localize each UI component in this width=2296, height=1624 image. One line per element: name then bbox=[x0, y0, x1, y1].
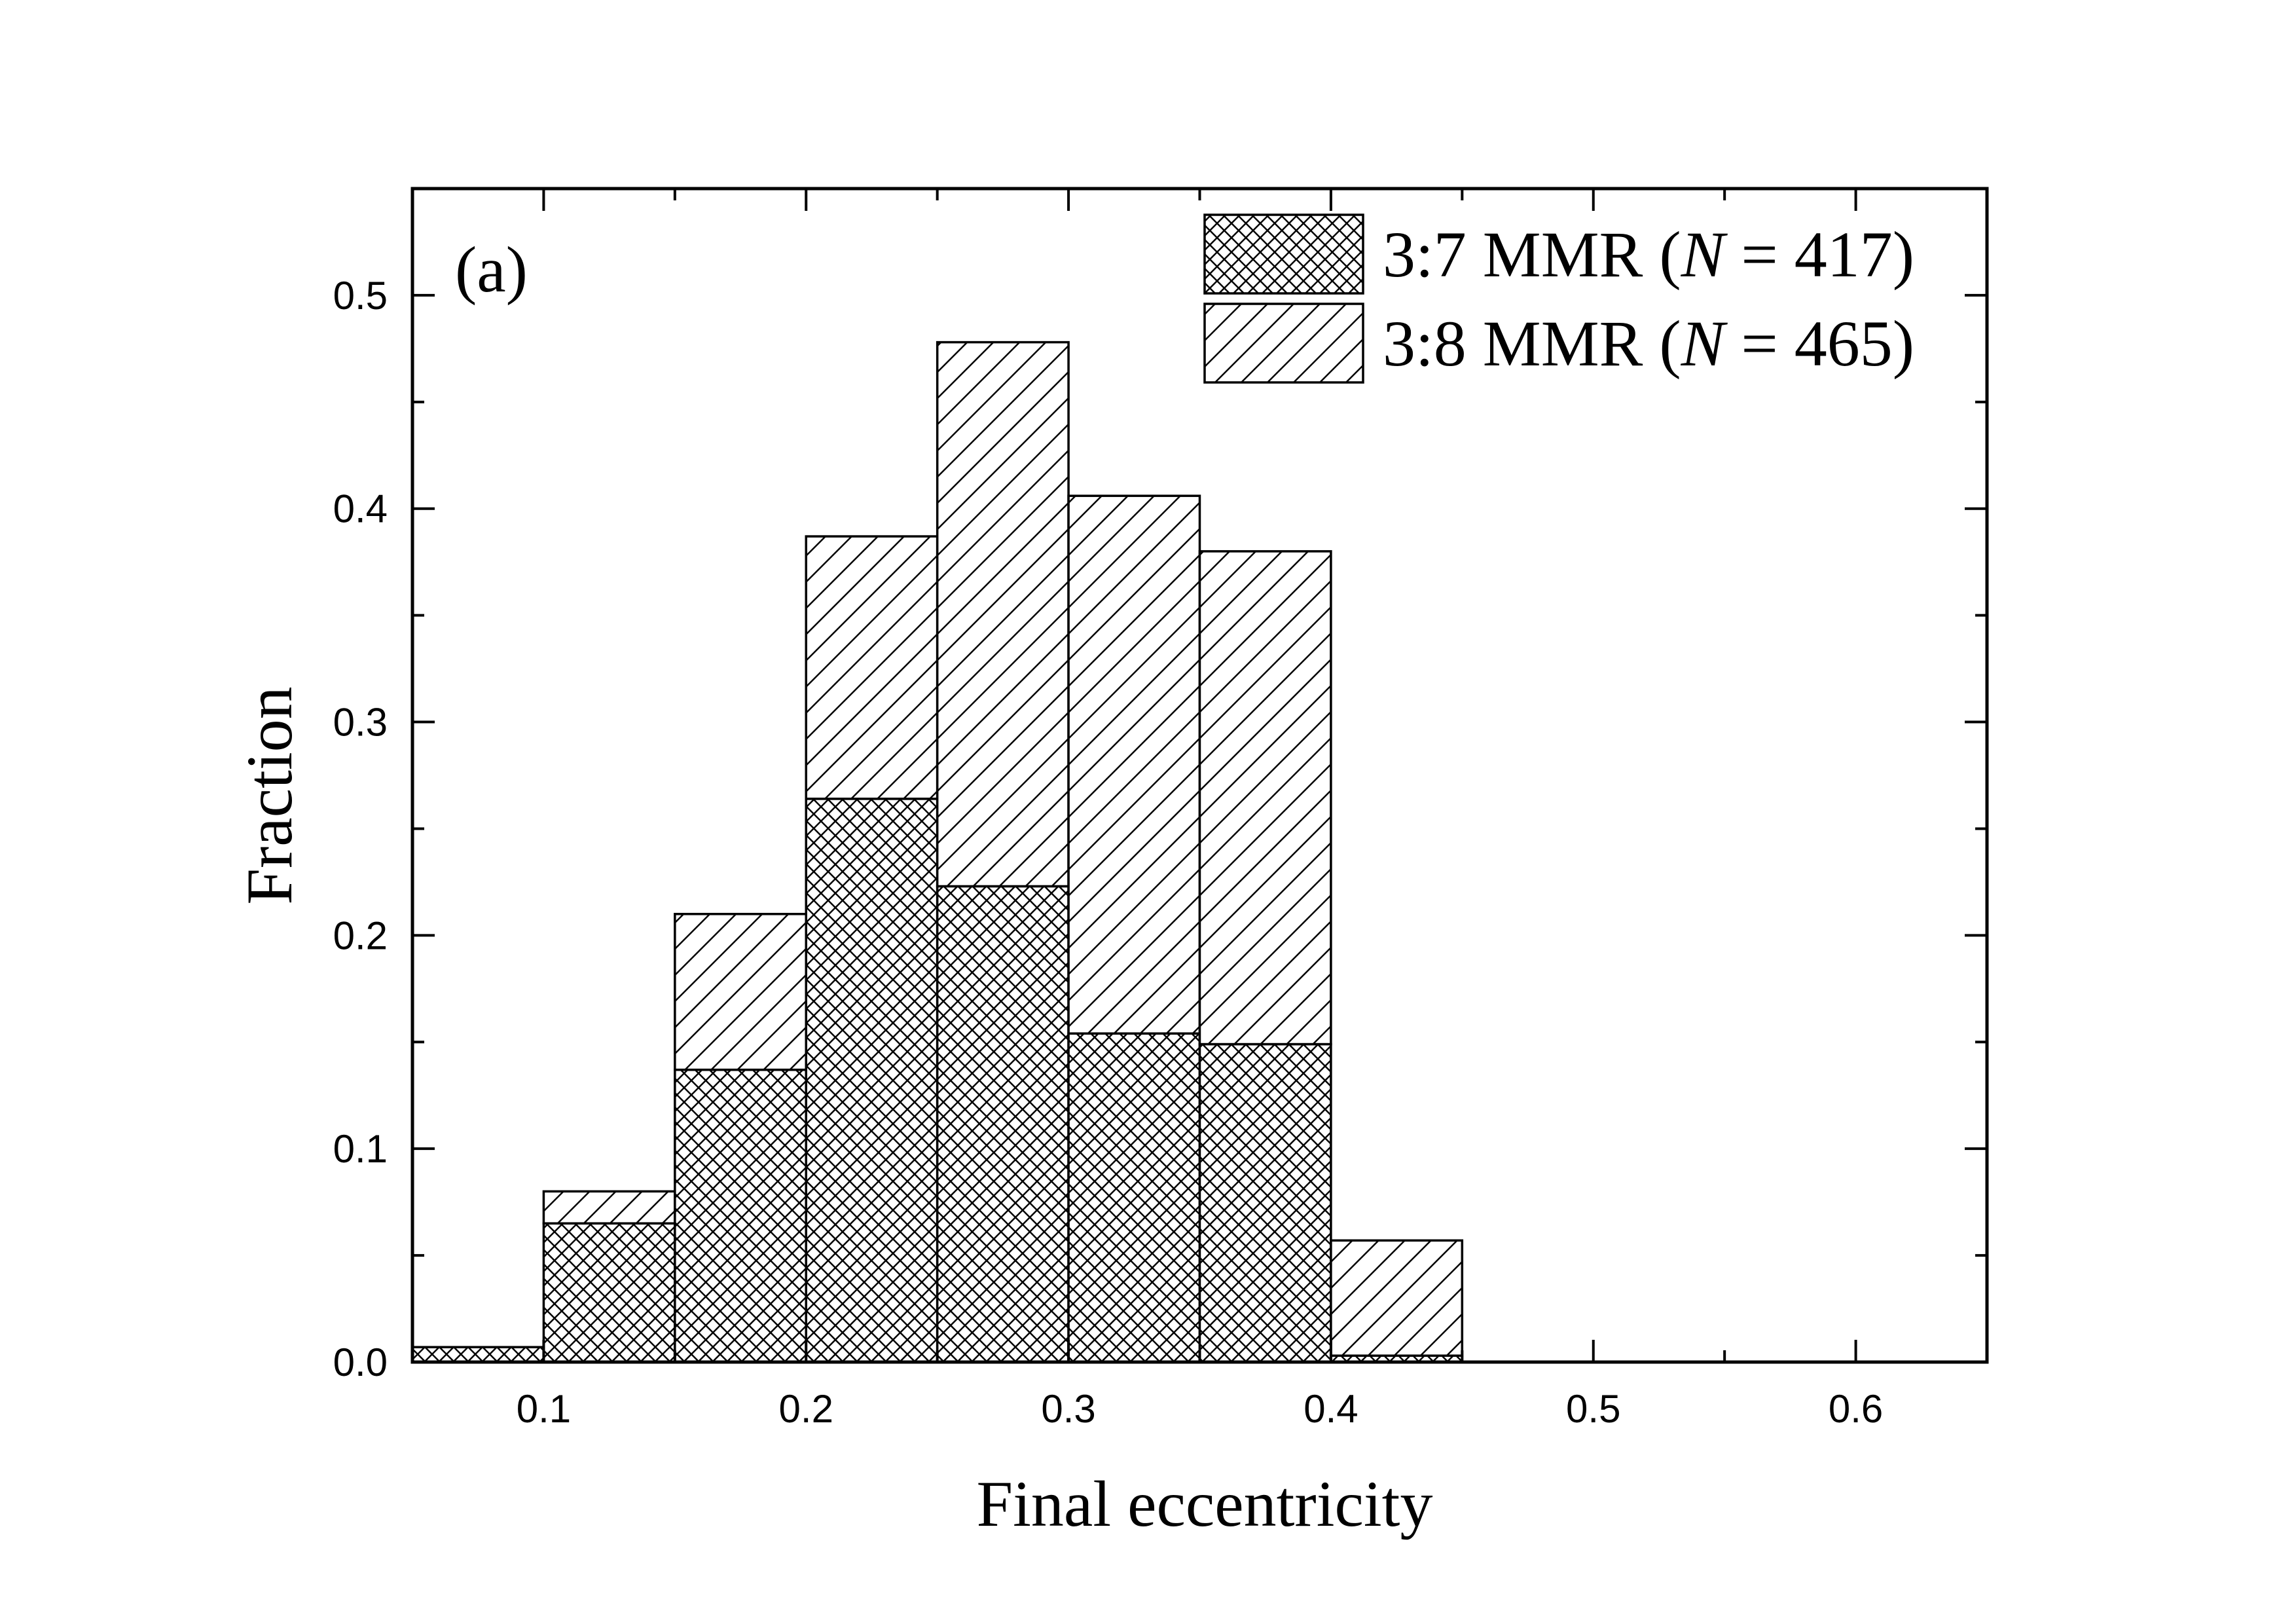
axes-layer: 0.1 0.2 0.3 0.4 0.5 0.6 0.0 0.1 0.2 0.3 0.4 0.5 bbox=[333, 187, 1989, 1431]
legend: 3:7 MMR (N = 417) 3:8 MMR (N = 465) bbox=[1203, 213, 1914, 384]
y-axis-title: Fraction bbox=[233, 686, 306, 904]
legend-swatch-series2 bbox=[1203, 303, 1364, 384]
y-tick-label: 0.2 bbox=[333, 913, 388, 957]
bar-series2-bin-7 bbox=[1198, 550, 1332, 1046]
x-tick-label: 0.3 bbox=[1041, 1387, 1095, 1431]
x-tick-label: 0.6 bbox=[1829, 1387, 1883, 1431]
legend-swatch-series1 bbox=[1203, 213, 1364, 295]
bar-series1-bin-3 bbox=[674, 1068, 808, 1363]
y-tick-label: 0.5 bbox=[333, 274, 388, 318]
bar-series1-bin-1 bbox=[411, 1346, 545, 1363]
bar-series1-bin-7 bbox=[1198, 1043, 1332, 1363]
bar-series2-bin-2 bbox=[542, 1190, 676, 1225]
bar-series2-bin-5 bbox=[936, 341, 1070, 888]
y-tick-label: 0.0 bbox=[333, 1340, 388, 1384]
bar-series2-bin-8 bbox=[1330, 1239, 1464, 1357]
legend-label-series1: 3:7 MMR (N = 417) bbox=[1383, 218, 1914, 291]
x-tick-label: 0.4 bbox=[1303, 1387, 1358, 1431]
bar-series1-bin-4 bbox=[805, 798, 939, 1363]
bar-series1-bin-5 bbox=[936, 885, 1070, 1363]
y-tick-label: 0.1 bbox=[333, 1127, 388, 1171]
bar-series2-bin-4 bbox=[805, 535, 939, 800]
bar-series2-bin-6 bbox=[1067, 494, 1201, 1035]
bar-series1-bin-6 bbox=[1067, 1032, 1201, 1363]
bar-series2-bin-3 bbox=[674, 913, 808, 1071]
bar-series1-bin-2 bbox=[542, 1222, 676, 1363]
y-tick-label: 0.3 bbox=[333, 701, 388, 745]
legend-label-series2: 3:8 MMR (N = 465) bbox=[1383, 307, 1914, 380]
panel-label: (a) bbox=[455, 233, 528, 306]
x-axis-title: Final eccentricity bbox=[977, 1467, 1433, 1540]
x-tick-label: 0.2 bbox=[779, 1387, 833, 1431]
x-tick-label: 0.5 bbox=[1566, 1387, 1620, 1431]
bars-layer bbox=[411, 341, 1464, 1363]
x-tick-label: 0.1 bbox=[517, 1387, 571, 1431]
y-tick-label: 0.4 bbox=[333, 487, 388, 531]
